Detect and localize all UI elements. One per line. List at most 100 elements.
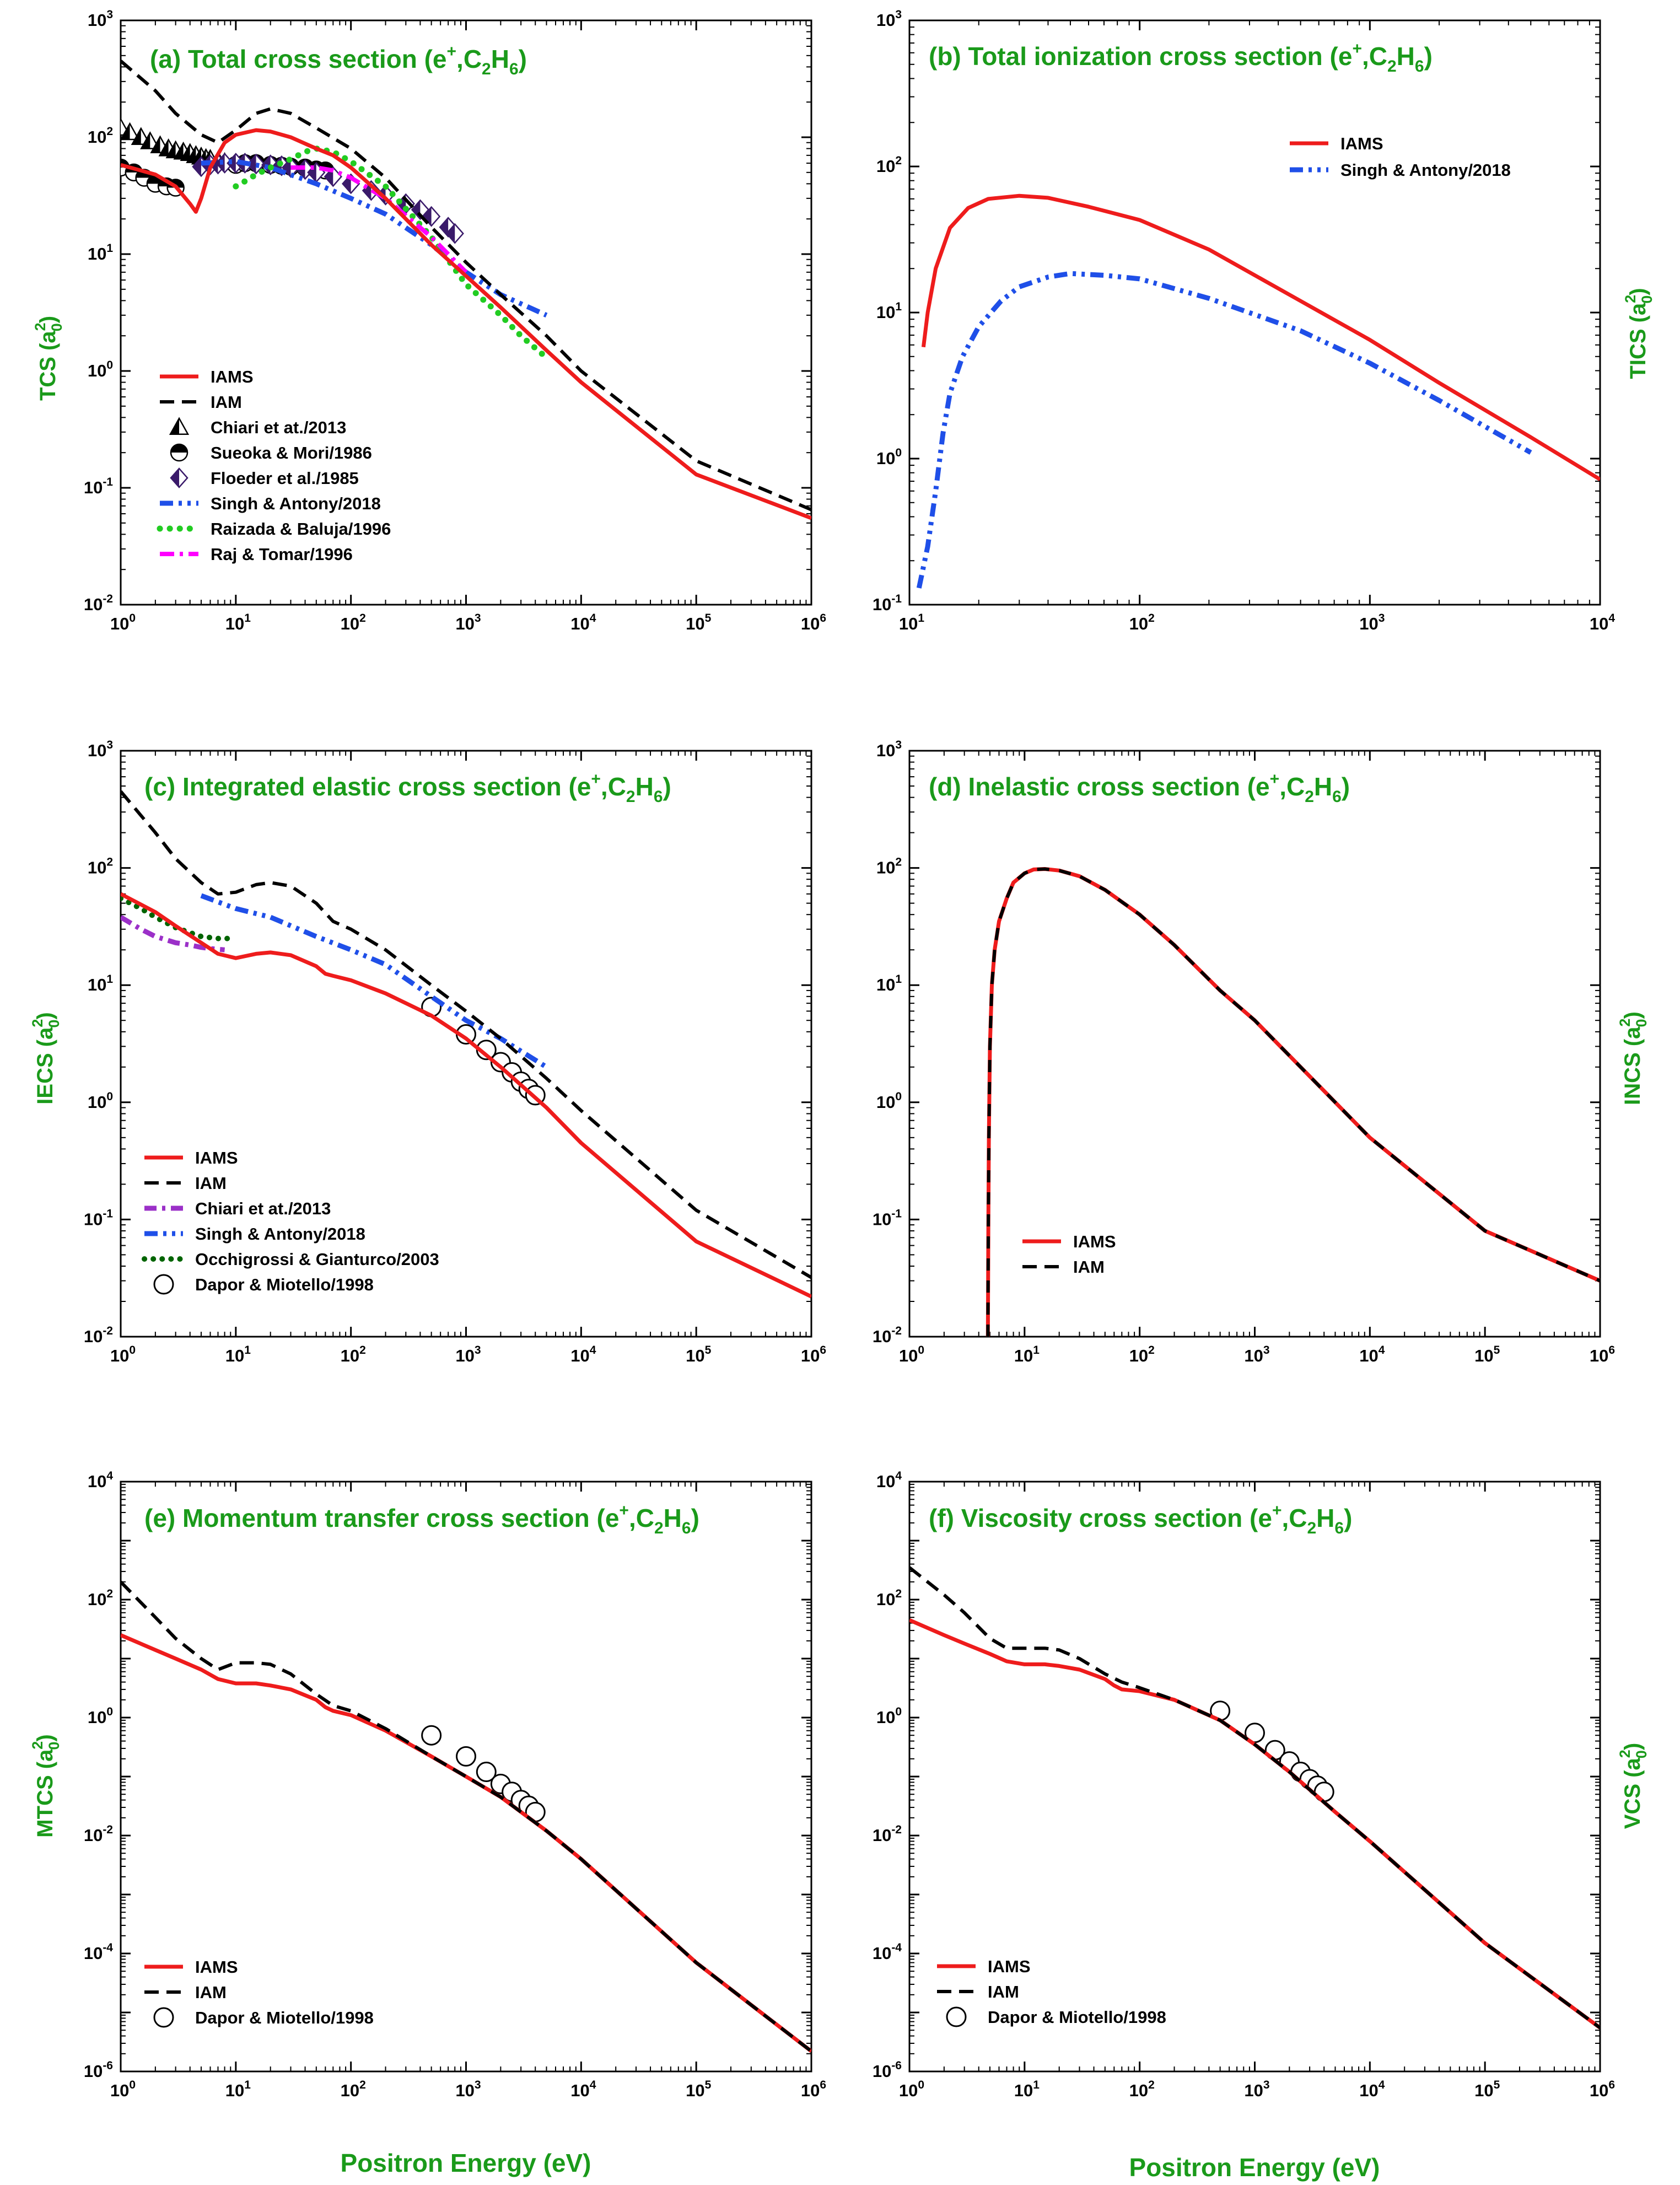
series-iam [121,1580,811,2053]
legend-swatch [170,467,189,488]
y-axis-label: TICS (a20) [1622,288,1655,379]
y-tick-label: 102 [876,154,902,176]
legend: IAMS IAM Chiari et at./2013 Sueoka & Mori/1… [157,367,391,564]
x-tick-label: 102 [1129,612,1155,633]
x-tick-label: 101 [1014,1344,1040,1365]
x-tick-label: 106 [801,2079,826,2100]
series-group [916,193,1600,589]
legend-item: Chiari et at./2013 [144,1199,331,1218]
legend: IAMS Singh & Antony/2018 [1290,134,1511,180]
y-tick-label: 10-1 [873,593,902,614]
x-tick-label: 100 [899,2079,924,2100]
legend-item: IAMS [1290,134,1383,153]
legend: IAMS IAM Dapor & Miotello/1998 [937,1957,1166,2027]
legend-item: IAM [144,1983,227,2002]
x-tick-label: 103 [1244,1344,1269,1365]
y-tick-label: 103 [876,739,902,760]
x-tick-label: 100 [110,1344,136,1365]
legend-label: IAM [195,1983,227,2002]
legend-item: Raizada & Baluja/1996 [157,519,391,539]
y-tick-label: 100 [88,1705,113,1727]
x-tick-label: 103 [455,612,481,633]
y-tick-label: 10-2 [873,1823,902,1845]
legend-label: Dapor & Miotello/1998 [988,2008,1166,2027]
legend-label: IAM [1073,1257,1105,1277]
y-tick-label: 10-2 [84,1823,113,1845]
legend-swatch [170,443,189,462]
x-tick-label: 106 [801,1344,826,1365]
legend-item: IAMS [937,1957,1031,1976]
x-tick-label: 102 [341,2079,366,2100]
y-tick-label: 10-6 [873,2059,902,2081]
legend-item: IAMS [160,367,254,386]
data-point [281,157,300,178]
series-group [121,790,811,1299]
plot-frame [120,19,812,606]
y-tick-label: 10-4 [873,1941,902,1963]
x-tick-label: 101 [225,1344,251,1365]
legend-label: Singh & Antony/2018 [211,494,381,513]
legend-label: IAMS [211,367,254,386]
legend-label: IAMS [988,1957,1031,1976]
legend-item: Occhigrossi & Gianturco/2003 [142,1250,439,1269]
data-point [456,1746,476,1767]
series-iams [121,128,811,520]
y-tick-label: 100 [876,1090,902,1112]
data-point [476,1762,497,1783]
legend-item: Singh & Antony/2018 [1290,160,1511,180]
panel-title: (d) Inelastic cross section (e+,C2H6) [929,770,1350,806]
panel-title: (a) Total cross section (e+,C2H6) [150,42,527,78]
panel-d: 100 101 102 103 104 105 106 10-2 10-1 100 101 102 10… [873,739,1650,1365]
y-tick-label: 10-1 [873,1207,902,1229]
y-axis-label: IECS (a20) [29,1012,62,1104]
series-iams [121,892,811,1299]
legend-item: Sueoka & Mori/1986 [170,443,372,462]
legend-label: Raizada & Baluja/1996 [211,519,391,539]
series-group [121,60,811,520]
panel-title: (f) Viscosity cross section (e+,C2H6) [929,1501,1352,1537]
x-tick-label: 102 [1129,2079,1155,2100]
panel-title: (e) Momentum transfer cross section (e+,… [144,1501,699,1537]
legend-label: IAM [988,1982,1019,2001]
legend-item: IAM [160,392,242,412]
series-group [121,1580,811,2053]
y-tick-label: 102 [876,856,902,878]
x-tick-label: 106 [801,612,826,633]
y-axis-label: INCS (a20) [1617,1011,1650,1105]
legend-item: IAM [144,1174,227,1193]
x-tick-label: 101 [225,612,251,633]
legend-label: Sueoka & Mori/1986 [211,443,372,462]
x-tick-label: 100 [110,612,136,633]
legend-label: Singh & Antony/2018 [1340,160,1511,180]
x-tick-label: 104 [570,612,596,633]
x-axis-label-left: Positron Energy (eV) [341,2149,591,2177]
y-tick-label: 10-6 [84,2059,113,2081]
legend-label: Dapor & Miotello/1998 [195,2008,374,2027]
y-tick-label: 103 [876,8,902,30]
legend-item: Dapor & Miotello/1998 [153,1274,374,1295]
series-dapor-miotello-1998 [421,1725,546,1822]
legend-label: Chiari et at./2013 [195,1199,331,1218]
y-tick-label: 100 [88,359,113,380]
panel-c: 100 101 102 103 104 105 106 10-2 10-1 100 101 102 10… [29,739,826,1365]
legend-label: IAM [195,1174,227,1193]
panel-f: 100 101 102 103 104 105 106 10-6 10-4 10-2 100 102 1… [873,1470,1650,2100]
legend-label: Chiari et at./2013 [211,418,346,437]
x-tick-label: 101 [1014,2079,1040,2100]
y-tick-label: 10-2 [84,1325,113,1346]
legend: IAMS IAM Chiari et at./2013 Singh & Antony/… [142,1148,439,1295]
series-singh-antony-2018 [916,271,1532,589]
x-axis-label-right: Positron Energy (eV) [1129,2153,1380,2182]
legend-item: IAM [1022,1257,1105,1277]
x-tick-label: 102 [341,612,366,633]
x-tick-label: 100 [899,1344,924,1365]
legend-label: IAMS [195,1148,238,1167]
y-axis-label: VCS (a20) [1617,1743,1650,1829]
series-iam [986,867,1600,1337]
y-tick-label: 102 [88,1587,113,1609]
series-raj-tomar-1996 [290,165,468,274]
legend-label: Occhigrossi & Gianturco/2003 [195,1250,439,1269]
panel-e: 100 101 102 103 104 105 106 10-6 10-4 10-2 100 102 1… [29,1470,826,2100]
legend-label: IAMS [1340,134,1383,153]
